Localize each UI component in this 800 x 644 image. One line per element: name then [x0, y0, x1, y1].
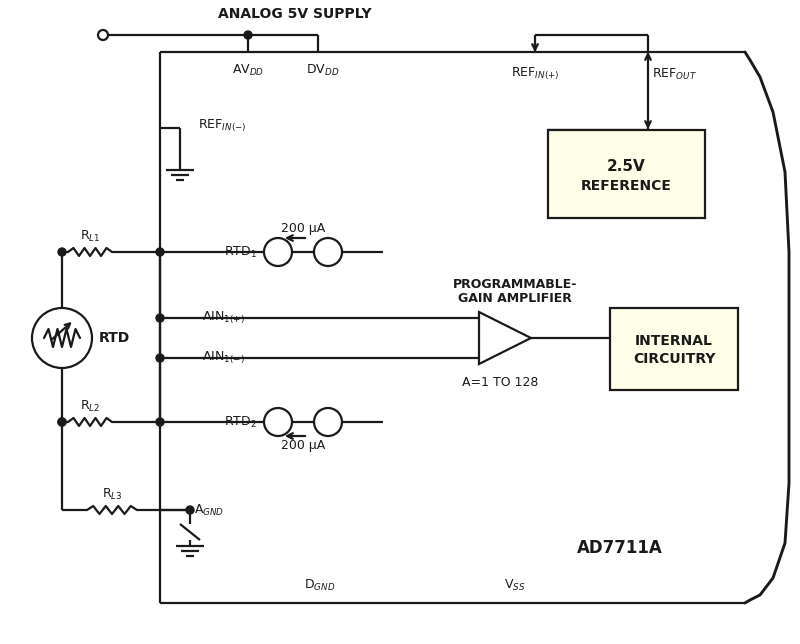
Text: DV$_{DD}$: DV$_{DD}$ — [306, 62, 340, 77]
Text: AD7711A: AD7711A — [577, 539, 663, 557]
Text: R$_{L1}$: R$_{L1}$ — [80, 229, 100, 243]
Text: A=1 TO 128: A=1 TO 128 — [462, 375, 538, 388]
Text: R$_{L2}$: R$_{L2}$ — [80, 399, 100, 413]
Text: RTD: RTD — [98, 331, 130, 345]
Circle shape — [186, 506, 194, 514]
Text: GAIN AMPLIFIER: GAIN AMPLIFIER — [458, 292, 572, 305]
Circle shape — [156, 248, 164, 256]
Circle shape — [156, 354, 164, 362]
Text: REF$_{OUT}$: REF$_{OUT}$ — [652, 66, 697, 82]
Text: −: − — [485, 343, 497, 357]
Circle shape — [264, 408, 292, 436]
Circle shape — [58, 418, 66, 426]
Text: +: + — [485, 321, 497, 335]
Text: INTERNAL: INTERNAL — [635, 334, 713, 348]
Text: R$_{L3}$: R$_{L3}$ — [102, 486, 122, 502]
Circle shape — [32, 308, 92, 368]
Text: 200 μA: 200 μA — [281, 439, 325, 453]
Text: REF$_{IN(-)}$: REF$_{IN(-)}$ — [198, 118, 246, 134]
Circle shape — [58, 248, 66, 256]
Text: REF$_{IN(+)}$: REF$_{IN(+)}$ — [510, 66, 559, 82]
Circle shape — [314, 408, 342, 436]
Circle shape — [244, 31, 252, 39]
Text: V$_{SS}$: V$_{SS}$ — [504, 578, 526, 592]
Circle shape — [156, 418, 164, 426]
Bar — [610, 308, 738, 390]
Text: A$_{GND}$: A$_{GND}$ — [194, 502, 224, 518]
Circle shape — [264, 238, 292, 266]
Text: 200 μA: 200 μA — [281, 222, 325, 234]
Circle shape — [156, 314, 164, 322]
Text: REFERENCE: REFERENCE — [581, 179, 672, 193]
Bar — [548, 130, 705, 218]
Text: ANALOG 5V SUPPLY: ANALOG 5V SUPPLY — [218, 7, 372, 21]
Text: PROGRAMMABLE-: PROGRAMMABLE- — [453, 278, 577, 290]
Text: AV$_{DD}$: AV$_{DD}$ — [232, 62, 264, 77]
Text: RTD$_1$: RTD$_1$ — [223, 245, 257, 260]
Text: D$_{GND}$: D$_{GND}$ — [304, 578, 336, 592]
Text: RTD$_2$: RTD$_2$ — [224, 415, 256, 430]
Text: 2.5V: 2.5V — [607, 158, 646, 173]
Circle shape — [58, 418, 66, 426]
Text: AIN$_{1(+)}$: AIN$_{1(+)}$ — [202, 310, 245, 327]
Text: CIRCUITRY: CIRCUITRY — [633, 352, 715, 366]
Circle shape — [314, 238, 342, 266]
Polygon shape — [479, 312, 531, 364]
Text: AIN$_{1(-)}$: AIN$_{1(-)}$ — [202, 350, 245, 366]
